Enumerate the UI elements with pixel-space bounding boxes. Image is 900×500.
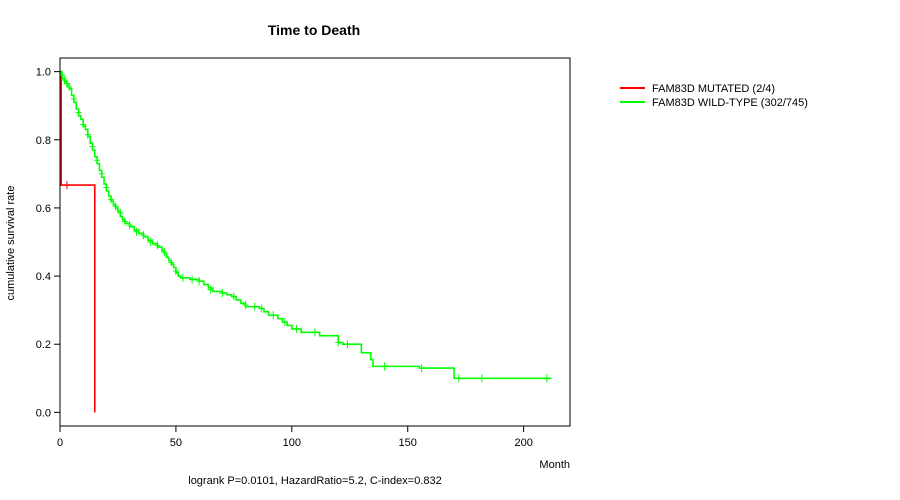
- survival-curve-series-0: [60, 70, 96, 413]
- x-axis: 0 50 100 150 200: [57, 426, 533, 449]
- censor-mark: [172, 266, 179, 275]
- censor-mark: [126, 220, 133, 229]
- censor-mark: [140, 231, 147, 240]
- censor-mark: [219, 289, 226, 298]
- y-tick-label: 0.2: [36, 339, 51, 351]
- censor-mark: [103, 183, 110, 192]
- legend-label: FAM83D MUTATED (2/4): [652, 83, 775, 95]
- censor-mark: [242, 301, 249, 310]
- censor-mark: [66, 82, 73, 91]
- censor-mark: [98, 169, 105, 178]
- y-tick-label: 0.8: [36, 135, 51, 147]
- censor-mark: [258, 304, 265, 313]
- censor-mark: [89, 142, 96, 151]
- x-tick-label: 200: [514, 437, 532, 449]
- censor-mark: [161, 248, 168, 257]
- x-tick-label: 150: [399, 437, 417, 449]
- censor-mark: [121, 217, 128, 226]
- censor-mark: [251, 302, 258, 311]
- legend-label: FAM83D WILD-TYPE (302/745): [652, 97, 808, 109]
- censor-mark: [179, 273, 186, 282]
- survival-curve-series-1: [60, 70, 552, 380]
- censor-mark: [293, 324, 300, 333]
- censor-mark: [112, 202, 119, 211]
- censor-mark: [75, 108, 82, 117]
- censor-mark: [94, 156, 101, 165]
- censor-mark: [207, 285, 214, 294]
- legend: FAM83D MUTATED (2/4) FAM83D WILD-TYPE (30…: [620, 83, 808, 109]
- censor-mark: [281, 318, 288, 327]
- x-tick-label: 100: [283, 437, 301, 449]
- censor-mark: [418, 364, 425, 373]
- censor-mark: [80, 120, 87, 129]
- censor-mark: [230, 292, 237, 301]
- y-tick-label: 1.0: [36, 67, 51, 79]
- censor-mark: [543, 374, 550, 383]
- censor-mark: [189, 275, 196, 284]
- y-tick-label: 0.0: [36, 407, 51, 419]
- censor-mark: [133, 227, 140, 236]
- y-axis-label: cumulative survival rate: [5, 186, 17, 301]
- x-axis-label: Month: [539, 459, 570, 471]
- x-tick-label: 50: [170, 437, 182, 449]
- censor-mark: [478, 374, 485, 383]
- y-tick-label: 0.4: [36, 271, 51, 283]
- censor-mark: [70, 94, 77, 103]
- y-tick-label: 0.6: [36, 203, 51, 215]
- censor-mark: [108, 195, 114, 204]
- censor-mark: [63, 181, 70, 190]
- censor-mark: [312, 328, 318, 337]
- censor-mark: [270, 311, 277, 320]
- survival-curves: [59, 70, 552, 413]
- x-tick-label: 0: [57, 437, 63, 449]
- censor-mark: [344, 340, 351, 349]
- censor-mark: [196, 277, 203, 286]
- censor-mark: [335, 338, 342, 347]
- censor-mark: [381, 362, 388, 371]
- censor-mark: [168, 258, 175, 267]
- stats-footnote: logrank P=0.0101, HazardRatio=5.2, C-ind…: [188, 475, 441, 487]
- chart-title: Time to Death: [268, 22, 360, 38]
- censor-mark: [147, 238, 154, 246]
- plot-frame: [59, 57, 571, 427]
- censor-mark: [117, 209, 124, 218]
- censor-mark: [84, 130, 91, 139]
- censor-mark: [154, 241, 161, 250]
- censor-mark: [455, 374, 462, 383]
- y-axis: 0.0 0.2 0.4 0.6 0.8 1.0: [36, 67, 60, 419]
